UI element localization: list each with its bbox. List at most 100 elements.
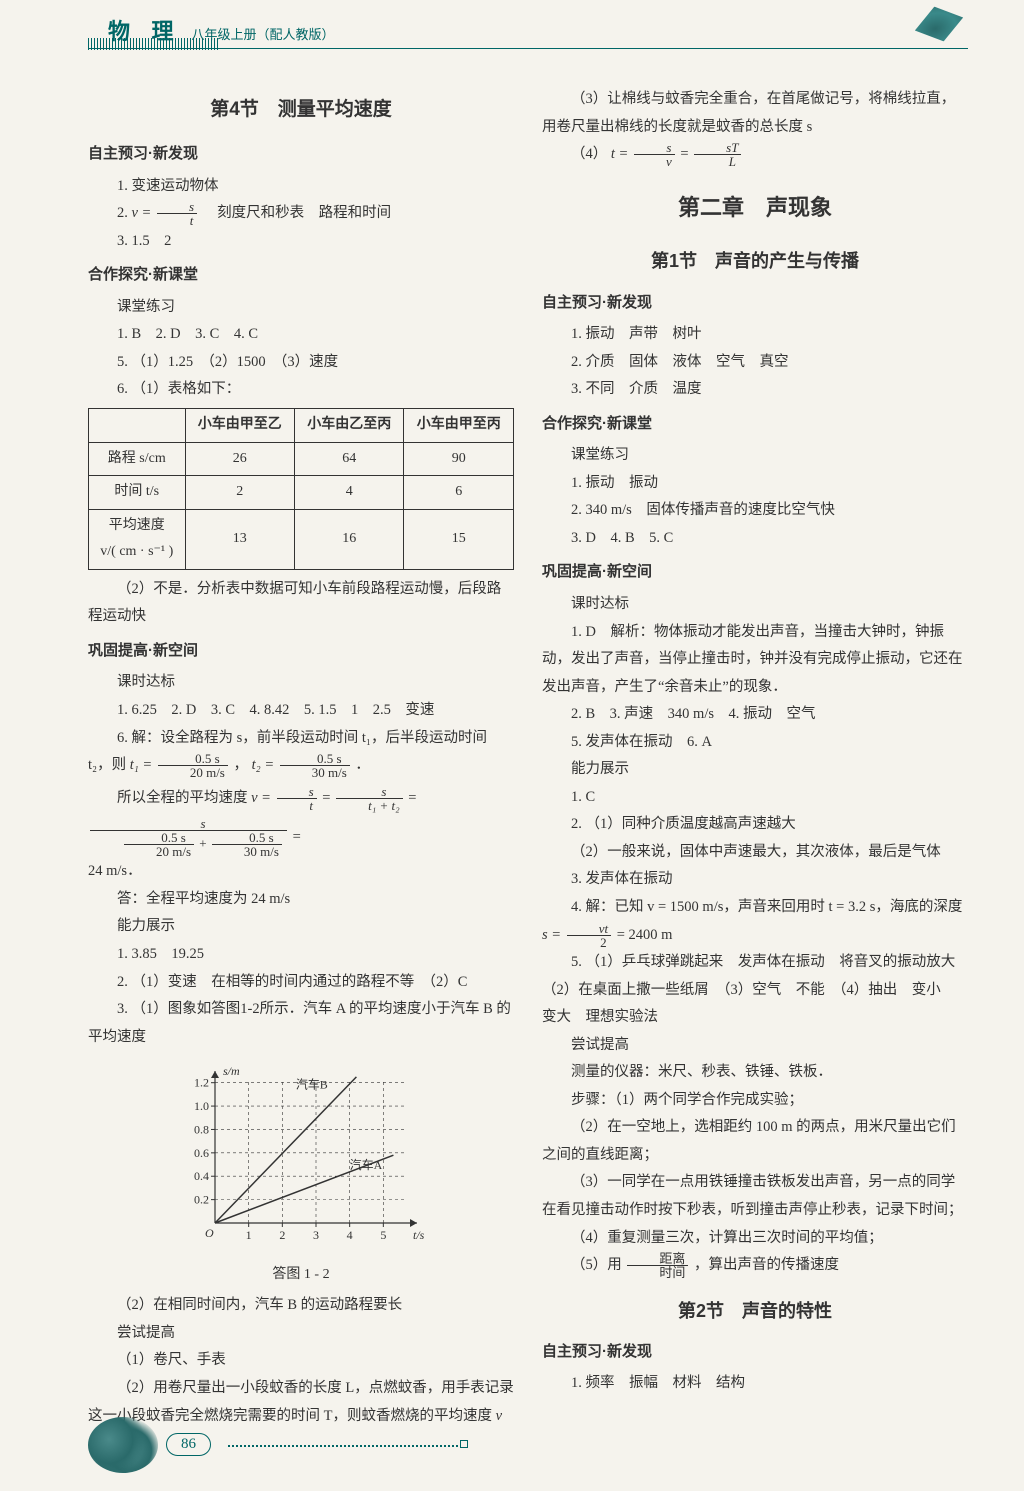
right-n4: 4. 解：已知 v = 1500 m/s，声音来回用时 t = 3.2 s，海底… [542,894,968,949]
chart-caption: 答图 1 - 2 [171,1262,431,1289]
cs5-num: 距离 [627,1252,688,1266]
right-p1: 1. 振动 声带 树叶 [542,321,968,349]
right-n1: 1. C [542,784,968,812]
left-lian: 课堂练习 [88,294,514,322]
right-k1: 1. 振动 振动 [542,470,968,498]
td: 时间 t/s [89,476,186,510]
n4-num: vt [599,921,608,936]
svg-text:0.4: 0.4 [194,1169,209,1183]
footer-square-icon [460,1440,468,1448]
th-3: 小车由甲至丙 [404,408,514,442]
section-2-1-title: 第1节 声音的产生与传播 [542,244,968,278]
g6b-f1: s t [277,785,317,812]
g6b-f1n: s [309,784,314,799]
table-row: 时间 t/s 2 4 6 [89,476,514,510]
td: 26 [185,442,294,476]
g6-t1l: t₁ = [130,757,156,773]
table-row: 平均速度 v/( cm · s⁻¹ ) 13 16 15 [89,509,514,569]
left-g6a: 6. 解：设全路程为 s，前半段运动时间 t₁，后半段运动时间 t₂，则 t₁ … [88,725,514,780]
right-cs2: （2）在一空地上，选相距约 100 m 的两点，用米尺量出它们之间的直线距离； [542,1114,968,1169]
svg-text:1: 1 [246,1228,252,1242]
page-footer: 86 [88,1417,968,1477]
svg-text:汽车A: 汽车A [350,1157,383,1172]
svg-text:5: 5 [380,1228,386,1242]
l2-num: s [189,199,194,214]
right-column: （3）让棉线与蚊香完全重合，在首尾做记号，将棉线拉直，用卷尺量出棉线的长度就是蚊… [542,86,968,1458]
g6b-pre: 所以全程的平均速度 [117,790,251,806]
left-column: 第4节 测量平均速度 自主预习·新发现 1. 变速运动物体 2. v = s t… [88,86,514,1458]
g6-t1-frac: 0.5 s 20 m/s [158,752,228,779]
ginkgo-leaf-icon [910,0,968,48]
g6-comma: ， [234,757,249,773]
left-q1-4: 1. B 2. D 3. C 4. C [88,321,514,349]
cs5-pre: （5）用 [571,1257,622,1273]
svg-text:1.2: 1.2 [194,1076,209,1090]
r4-f2: sT L [694,141,741,168]
cs5-rest: ，算出声音的传播速度 [694,1257,839,1273]
cs5-frac: 距离 时间 [627,1252,688,1279]
svg-text:0.8: 0.8 [194,1123,209,1137]
svg-text:4: 4 [347,1228,353,1242]
speed-table: 小车由甲至乙 小车由乙至丙 小车由甲至丙 路程 s/cm 26 64 90 时间… [88,408,514,570]
page-header: 物 理 八年级上册（配人教版） [0,0,1024,48]
g6b-eq3: = [293,829,301,845]
r4-f2d: L [729,154,736,169]
r4-f1n: s [666,140,671,155]
r4-f1d: v [666,154,672,169]
left-preview-head: 自主预习·新发现 [88,140,514,169]
g6b-f1d: t [309,798,313,813]
right-cs5: （5）用 距离 时间 ，算出声音的传播速度 [542,1252,968,1280]
left-nengli: 能力展示 [88,913,514,941]
g6-t2-num: 0.5 s [280,752,350,766]
l2-pre: 2. [117,205,132,221]
left-gonggu-head: 巩固提高·新空间 [88,637,514,666]
g6-period: ． [355,757,370,773]
right-gonggu-head: 巩固提高·新空间 [542,558,968,587]
n4-rest: = 2400 m [617,927,673,943]
l2-rest: 刻度尺和秒表 路程和时间 [203,205,392,221]
left-g6c: 24 m/s． [88,858,514,886]
left-l2: 2. v = s t 刻度尺和秒表 路程和时间 [88,200,514,228]
right-keshi: 课时达标 [542,591,968,619]
right-csteps: 步骤：（1）两个同学合作完成实验； [542,1087,968,1115]
l2-v: v = [132,205,155,221]
g6b-f3: s 0.5 s 20 m/s + 0.5 s 30 m/s [90,817,287,858]
right-r3: （3）让棉线与蚊香完全重合，在首尾做记号，将棉线拉直，用卷尺量出棉线的长度就是蚊… [542,86,968,141]
right-g5-6: 5. 发声体在振动 6. A [542,729,968,757]
g6b-plus: + [199,836,210,851]
g6b-f2n: s [381,784,386,799]
svg-text:0.2: 0.2 [194,1193,209,1207]
left-g1-5: 1. 6.25 2. D 3. C 4. 8.42 5. 1.5 1 2.5 变… [88,697,514,725]
n4-den: 2 [567,936,611,949]
section-2-2-title: 第2节 声音的特性 [542,1294,968,1328]
g6b-f2d: t₁ + t₂ [368,798,400,813]
svg-text:s/m: s/m [223,1064,240,1078]
right-k3-5: 3. D 4. B 5. C [542,525,968,553]
r4-eq: = [680,146,692,162]
g6b-eq2: = [408,790,416,806]
g6b-f3d-b: 0.5 s 30 m/s [212,831,282,858]
left-l3: 3. 1.5 2 [88,228,514,256]
g6b-f3db-n: 0.5 s [212,831,282,845]
left-g6d: 答：全程平均速度为 24 m/s [88,886,514,914]
l2-den: t [190,213,194,228]
right-g2-4: 2. B 3. 声速 340 m/s 4. 振动 空气 [542,701,968,729]
right-lian: 课堂练习 [542,442,968,470]
g6b-f3n: s [200,816,205,831]
right-n2a: 2. （1）同种介质温度越高声速越大 [542,811,968,839]
th-1: 小车由甲至乙 [185,408,294,442]
left-g6b: 所以全程的平均速度 v = s t = s t₁ + t₂ = s 0.5 s … [88,780,514,859]
g6b-f3da-d: 20 m/s [124,845,194,858]
td: 15 [404,509,514,569]
r4-t: t = [611,146,632,162]
right-preview2-head: 自主预习·新发现 [542,1338,968,1367]
g6-t1-den: 20 m/s [158,766,228,779]
left-coop-head: 合作探究·新课堂 [88,261,514,290]
n4-frac: vt 2 [567,922,611,949]
right-n2b: （2）一般来说，固体中声速最大，其次液体，最后是气体 [542,839,968,867]
td: 64 [295,442,404,476]
right-nengli: 能力展示 [542,756,968,784]
td: 4 [295,476,404,510]
header-rule [88,48,968,49]
svg-text:t/s: t/s [413,1228,425,1242]
